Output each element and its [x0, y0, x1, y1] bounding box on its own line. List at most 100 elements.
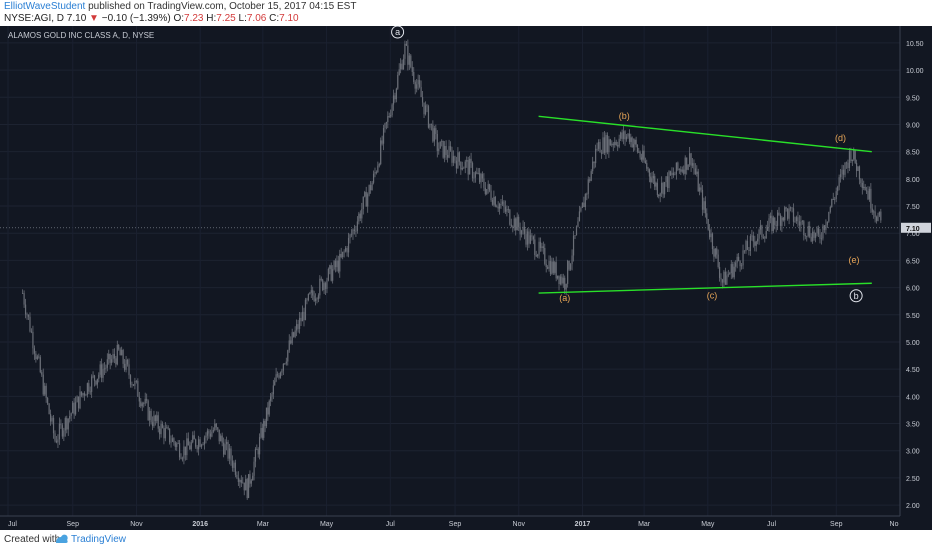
candle-body [617, 145, 619, 147]
candle-body [199, 439, 201, 447]
candle-body [63, 430, 65, 437]
candle-body [764, 237, 766, 239]
candle-body [157, 415, 159, 429]
candle-body [143, 403, 145, 405]
x-tick-label: Sep [67, 521, 80, 528]
candle-body [840, 174, 842, 178]
close-label: C: [269, 13, 280, 24]
trendline [538, 282, 872, 294]
candle-body [72, 402, 74, 414]
candle-body [798, 221, 800, 226]
candle-body [268, 400, 270, 415]
candle-body [250, 480, 252, 484]
x-tick-label: Jul [767, 521, 776, 528]
author-link[interactable]: ElliotWaveStudent [4, 1, 86, 12]
candle-body [562, 277, 564, 284]
chart-background [0, 26, 932, 530]
candle-body [642, 150, 644, 160]
candle-body [547, 267, 549, 269]
candle-body [742, 250, 744, 266]
candle-body [740, 265, 743, 267]
candle-body [507, 209, 509, 210]
chart-area[interactable]: a (b) (d) (a) (c) (e) b 10.50 10.00 9.50 9.00 8.50… [0, 25, 932, 530]
candle-body [769, 215, 772, 219]
candle-body [187, 438, 189, 446]
candle-body [861, 182, 863, 189]
y-tick-label: 8.50 [906, 150, 920, 157]
candle-body [414, 81, 416, 89]
candle-body [658, 195, 660, 197]
candle-body [817, 228, 820, 235]
wave-label: a [395, 27, 400, 37]
candle-body [510, 224, 512, 227]
candle-body [184, 446, 186, 456]
candle-body [831, 199, 833, 208]
candle-body [329, 265, 331, 269]
candle-body [454, 156, 456, 161]
candle-body [423, 102, 425, 115]
candle-body [413, 71, 415, 82]
candle-body [224, 444, 226, 455]
candle-body [870, 188, 872, 209]
candle-body [181, 458, 184, 460]
candle-body [570, 264, 572, 270]
candle-body [721, 279, 724, 283]
candle-body [738, 256, 740, 261]
candle-body [45, 385, 47, 398]
candle-body [608, 139, 610, 153]
candle-body [732, 264, 734, 278]
candle-body [264, 420, 266, 427]
candle-body [814, 232, 817, 238]
candle-body [306, 299, 308, 301]
tradingview-brand[interactable]: TradingView [71, 534, 127, 545]
candle-body [643, 150, 645, 161]
candle-body [647, 168, 649, 170]
candle-body [29, 316, 31, 332]
candle-body [382, 128, 385, 144]
candle-body [819, 234, 821, 239]
tradingview-logo-icon[interactable] [55, 533, 69, 545]
candle-body [659, 193, 661, 197]
candle-body [878, 211, 880, 216]
candle-body [694, 168, 696, 174]
x-tick-label: Sep [830, 521, 843, 528]
candle-body [813, 231, 815, 238]
candle-body [532, 236, 534, 240]
candle-body [269, 396, 272, 401]
price-chart[interactable]: a (b) (d) (a) (c) (e) b 10.50 10.00 9.50 9.00 8.50… [0, 25, 932, 530]
candle-body [739, 260, 741, 267]
candle-body [124, 363, 126, 370]
y-tick-label: 9.50 [906, 95, 920, 102]
last-price: 7.10 [66, 13, 87, 24]
candle-body [374, 172, 376, 174]
candle-body [575, 226, 578, 236]
candle-body [829, 207, 831, 212]
candle-body [777, 212, 779, 226]
candle-body [432, 124, 434, 142]
x-tick-label: Mar [257, 521, 270, 528]
candle-body [58, 423, 61, 440]
candle-body [612, 143, 614, 146]
candle-body [458, 152, 460, 162]
candle-body [640, 157, 643, 160]
candle-body [417, 80, 419, 85]
candle-body [61, 425, 63, 437]
candle-body [794, 221, 796, 222]
candle-body [471, 162, 474, 179]
candle-body [195, 439, 197, 447]
candle-body [119, 349, 121, 356]
candle-body [240, 480, 242, 483]
candle-body [656, 182, 658, 196]
candle-body [490, 190, 492, 200]
candle-body [404, 43, 406, 59]
candle-body [170, 441, 172, 443]
y-tick-label: 4.00 [906, 394, 920, 401]
candle-body [73, 402, 75, 415]
candle-body [480, 174, 482, 183]
candle-body [380, 140, 382, 165]
candle-body [567, 260, 569, 284]
candle-body [116, 345, 118, 365]
candle-body [675, 162, 677, 175]
candle-body [147, 400, 149, 421]
candle-body [174, 442, 176, 447]
